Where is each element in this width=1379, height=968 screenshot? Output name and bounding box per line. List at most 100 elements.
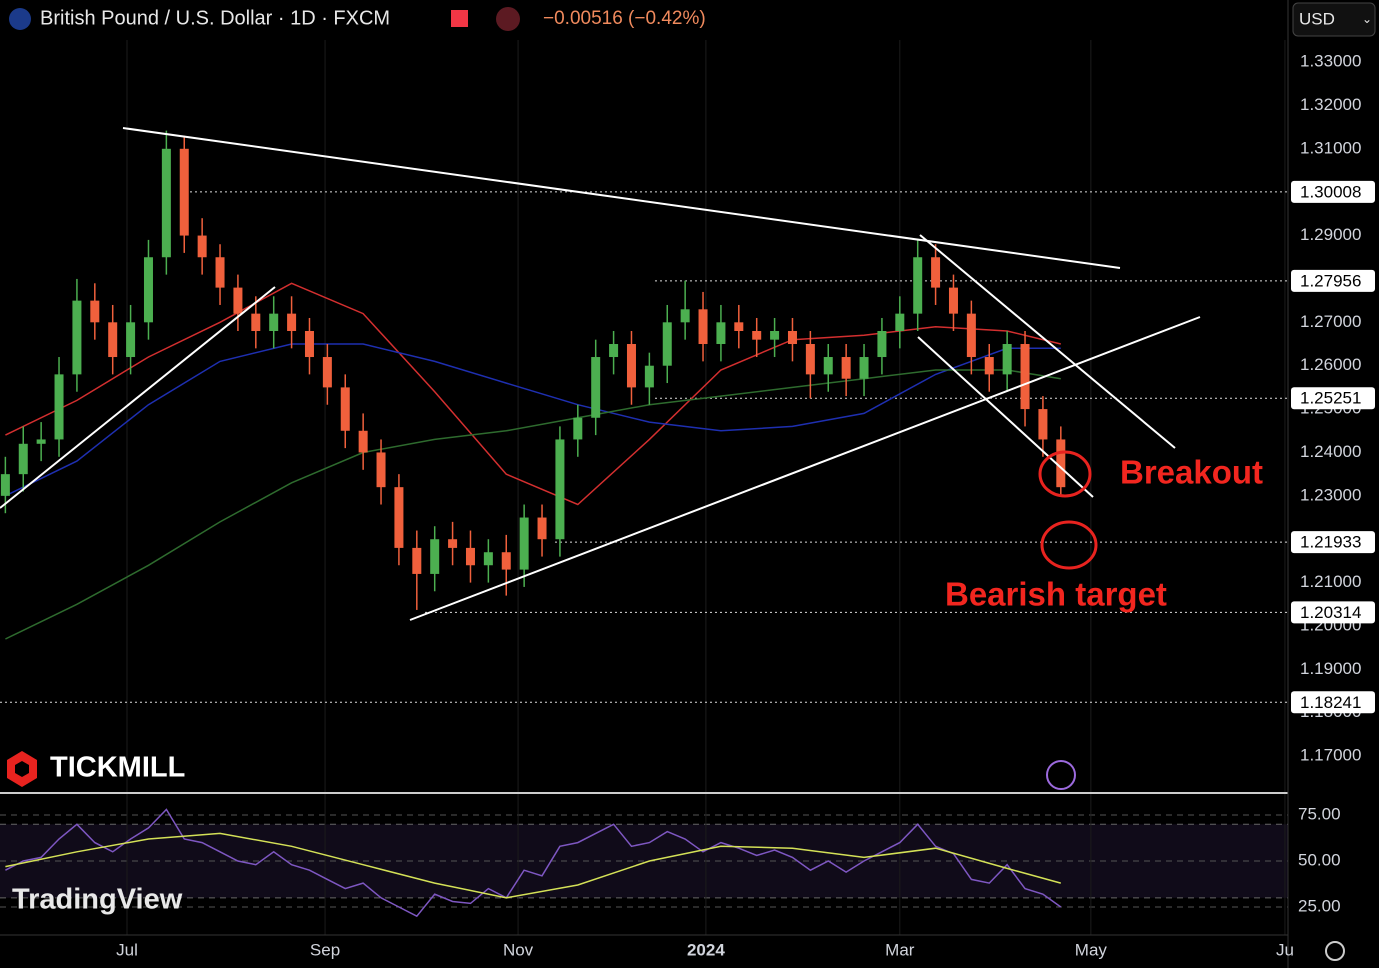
candle-body <box>1002 344 1012 375</box>
level-box <box>1291 269 1375 292</box>
symbol-title: British Pound / U.S. Dollar · 1D · FXCM <box>40 7 390 29</box>
trend-lines <box>0 127 1201 621</box>
x-tick-label: Sep <box>310 940 340 959</box>
level-box <box>1291 387 1375 410</box>
flag-button[interactable] <box>451 10 468 27</box>
candle-body <box>895 313 905 331</box>
candle-body <box>609 344 619 358</box>
candle-body <box>662 322 672 366</box>
candle-body <box>143 257 153 323</box>
y-tick-label: 1.27000 <box>1300 312 1361 331</box>
y-tick-label: 75.00 <box>1298 805 1341 824</box>
candle-body <box>322 357 332 388</box>
level-label: 1.27956 <box>1300 271 1361 290</box>
currency: USD <box>1299 9 1335 28</box>
currency-select[interactable] <box>1292 2 1376 37</box>
header: British Pound / U.S. Dollar · 1D · FXCM … <box>9 2 1376 37</box>
candle-body <box>465 547 475 566</box>
candle-body <box>358 430 368 453</box>
candle-body <box>54 374 64 440</box>
candle-body <box>108 322 118 358</box>
y-tick-label: 25.00 <box>1298 897 1341 916</box>
y-tick-label: 1.32000 <box>1300 95 1361 114</box>
axes: 1.330001.320001.310001.300001.290001.280… <box>116 52 1375 959</box>
price-axis <box>1288 0 1379 968</box>
candle-body <box>734 322 744 331</box>
candle-body <box>948 287 958 314</box>
y-tick-label: 1.17000 <box>1300 746 1361 765</box>
level-label: 1.20314 <box>1300 603 1361 622</box>
candle-body <box>269 313 279 331</box>
y-tick-label: 1.31000 <box>1300 138 1361 157</box>
indicator-button[interactable] <box>496 7 520 31</box>
y-tick-label: 1.24000 <box>1300 442 1361 461</box>
lightning-button[interactable] <box>1046 760 1076 790</box>
dropdown-caret: ⌄ <box>1362 12 1372 26</box>
y-tick-label: 1.29000 <box>1300 225 1361 244</box>
rsi-line <box>5 808 1062 918</box>
level-label: 1.18241 <box>1300 693 1361 712</box>
y-tick-label: 1.26000 <box>1300 355 1361 374</box>
moving-average <box>5 343 1061 497</box>
settings-button[interactable] <box>1325 941 1345 961</box>
x-tick-label: Mar <box>885 940 915 959</box>
x-tick-label: Jul <box>116 940 138 959</box>
candle-body <box>126 322 136 358</box>
y-tick-label: 1.19000 <box>1300 659 1361 678</box>
rsi-signal <box>5 832 1061 899</box>
candle-body <box>197 235 207 258</box>
level-label: 1.30008 <box>1300 182 1361 201</box>
candle-body <box>501 552 511 570</box>
broker-name: TICKMILL <box>50 752 185 784</box>
candle-body <box>931 257 941 288</box>
flag-icon <box>9 8 31 30</box>
candle-body <box>233 287 243 314</box>
candle-body <box>179 148 189 236</box>
candle-body <box>0 474 10 496</box>
tickmill-logo: TICKMILL <box>7 751 185 787</box>
candle-body <box>483 552 493 566</box>
y-tick-label: 50.00 <box>1298 851 1341 870</box>
level-box <box>1291 531 1375 554</box>
x-tick-label: 2024 <box>687 940 725 959</box>
x-tick-label: May <box>1075 940 1108 959</box>
candle-body <box>394 487 404 548</box>
candle-body <box>770 330 780 340</box>
candle-body <box>913 257 923 314</box>
candle-body <box>287 313 297 331</box>
candle-body <box>1020 344 1030 410</box>
candle-body <box>340 387 350 431</box>
trend-line <box>122 127 1121 269</box>
price-change: −0.00516 (−0.42%) <box>543 8 706 29</box>
y-tick-label: 1.23000 <box>1300 485 1361 504</box>
candle-body <box>805 344 815 375</box>
candle-body <box>18 443 28 475</box>
candle-body <box>555 439 565 540</box>
logo-mark <box>15 761 29 777</box>
candle-body <box>966 313 976 358</box>
candle-body <box>72 300 82 375</box>
candle-body <box>841 357 851 379</box>
moving-average <box>5 369 1061 640</box>
annotation: Bearish target <box>945 576 1167 613</box>
trend-line <box>0 286 276 509</box>
candle-body <box>304 330 314 358</box>
target-circle <box>1040 520 1098 570</box>
candle-body <box>161 148 171 258</box>
candle-body <box>251 313 261 331</box>
candle-body <box>412 547 422 574</box>
candle-body <box>626 344 636 388</box>
candle-body <box>537 517 547 540</box>
candle-body <box>752 330 762 340</box>
candle-body <box>1038 409 1048 440</box>
trend-line <box>919 234 1176 449</box>
trend-line <box>917 336 1094 498</box>
candle-body <box>591 357 601 418</box>
candle-body <box>680 309 690 323</box>
candle-body <box>716 322 726 345</box>
candle-body <box>877 330 887 358</box>
platform-logo: TradingView <box>12 884 183 916</box>
candle-body <box>430 539 440 574</box>
level-box <box>1291 691 1375 714</box>
candle-body <box>823 357 833 375</box>
